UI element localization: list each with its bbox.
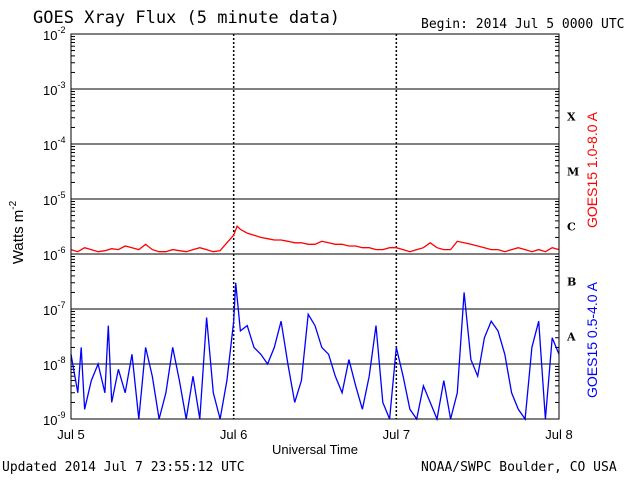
- legend-short-channel: GOES15 0.5-4.0 A: [584, 281, 600, 398]
- credit-label: NOAA/SWPC Boulder, CO USA: [421, 460, 617, 475]
- y-tick-exponent: -4: [57, 135, 65, 145]
- y-tick-label: 10-7: [43, 300, 65, 318]
- x-tick-label: Jul 6: [220, 427, 247, 442]
- y-tick-exponent: -2: [57, 25, 65, 35]
- y-tick-base: 10: [43, 28, 57, 43]
- flare-class-label: A: [566, 331, 576, 344]
- x-tick-label: Jul 5: [57, 427, 84, 442]
- flare-class-label: C: [567, 221, 576, 234]
- y-tick-base: 10: [43, 303, 57, 318]
- series-line-0: [70, 225, 560, 253]
- x-tick-label: Jul 8: [545, 427, 572, 442]
- y-tick-label: 10-2: [43, 25, 65, 43]
- updated-timestamp: Updated 2014 Jul 7 23:55:12 UTC: [2, 460, 245, 475]
- y-tick-label: 10-3: [43, 80, 65, 98]
- y-tick-label: 10-6: [43, 245, 65, 263]
- x-tick-labels: Jul 5 Jul 6 Jul 7 Jul 8: [57, 427, 572, 442]
- chart-title: GOES Xray Flux (5 minute data): [33, 8, 341, 28]
- y-tick-exponent: -9: [57, 410, 65, 420]
- y-axis-label: Watts m-2: [8, 200, 27, 264]
- begin-time-label: Begin: 2014 Jul 5 0000 UTC: [421, 17, 625, 32]
- y-axis-label-exponent: -2: [8, 200, 19, 209]
- plot-frame: [70, 33, 560, 420]
- y-tick-base: 10: [43, 413, 57, 428]
- y-tick-labels: 10-210-310-410-510-610-710-810-9: [43, 25, 65, 428]
- flare-class-label: M: [567, 166, 579, 179]
- x-tick-label: Jul 7: [383, 427, 410, 442]
- y-tick-label: 10-5: [43, 190, 65, 208]
- flare-class-label: B: [567, 276, 576, 289]
- y-tick-label: 10-4: [43, 135, 65, 153]
- y-tick-base: 10: [43, 358, 57, 373]
- series-line-1: [70, 282, 560, 422]
- series-layer: [70, 225, 560, 422]
- y-axis-label-base: Watts m: [10, 210, 27, 264]
- y-tick-base: 10: [43, 138, 57, 153]
- legend-long-channel: GOES15 1.0-8.0 A: [584, 111, 600, 228]
- flare-class-labels: X M C B A: [566, 111, 579, 344]
- flare-class-label: X: [567, 111, 576, 124]
- y-tick-exponent: -7: [57, 300, 65, 310]
- y-tick-label: 10-8: [43, 355, 65, 373]
- x-axis-label: Universal Time: [272, 442, 358, 457]
- y-tick-exponent: -3: [57, 80, 65, 90]
- y-tick-label: 10-9: [43, 410, 65, 428]
- y-tick-base: 10: [43, 248, 57, 263]
- y-tick-exponent: -8: [57, 355, 65, 365]
- y-tick-exponent: -6: [57, 245, 65, 255]
- y-tick-base: 10: [43, 193, 57, 208]
- y-tick-base: 10: [43, 83, 57, 98]
- y-tick-exponent: -5: [57, 190, 65, 200]
